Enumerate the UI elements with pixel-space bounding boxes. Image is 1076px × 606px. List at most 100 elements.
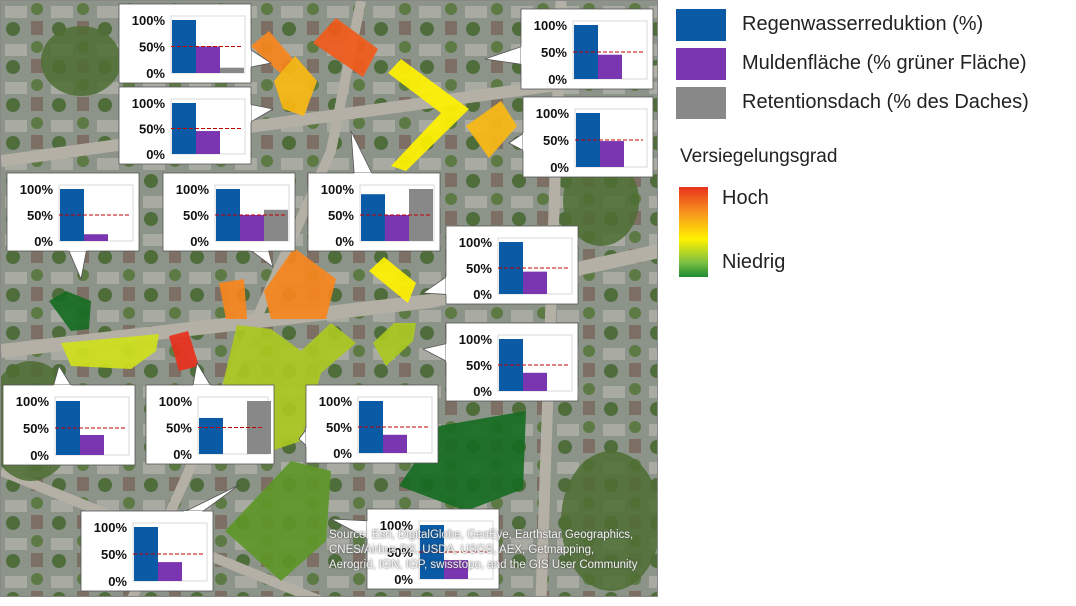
axis-tick-label: 50% bbox=[23, 421, 49, 436]
bar-muldenflaeche bbox=[80, 435, 104, 455]
axis-tick-label: 50% bbox=[543, 133, 569, 148]
axis-tick-label: 100% bbox=[94, 520, 128, 535]
legend-swatch-blue bbox=[676, 9, 726, 41]
axis-tick-label: 100% bbox=[20, 182, 54, 197]
axis-tick-label: 100% bbox=[16, 394, 50, 409]
chart-callout-4: 100% 50% 0% bbox=[508, 96, 654, 178]
bar-muldenflaeche bbox=[240, 215, 264, 241]
bar-muldenflaeche bbox=[523, 271, 547, 294]
sealing-area-a2[interactable] bbox=[313, 18, 378, 77]
chart-callout-7: 100% 50% 0% bbox=[307, 130, 441, 252]
axis-tick-label: 100% bbox=[176, 182, 210, 197]
axis-tick-label: 50% bbox=[541, 45, 567, 60]
chart-callout-1: 100% 50% 0% bbox=[118, 3, 273, 84]
axis-tick-label: 0% bbox=[30, 448, 49, 463]
chart-callout-13: 100% 50% 0% bbox=[80, 484, 240, 592]
axis-tick-label: 0% bbox=[548, 72, 567, 87]
sealing-area-a8[interactable] bbox=[169, 331, 199, 371]
bar-muldenflaeche bbox=[385, 215, 409, 241]
bar-retentionsdach bbox=[220, 67, 244, 73]
legend-label: Regenwasserreduktion (%) bbox=[742, 13, 984, 35]
axis-tick-label: 100% bbox=[319, 394, 353, 409]
axis-tick-label: 50% bbox=[139, 40, 165, 55]
axis-tick-label: 100% bbox=[159, 394, 193, 409]
chart-callout-12: 100% 50% 0% bbox=[298, 384, 439, 464]
axis-tick-label: 100% bbox=[459, 332, 493, 347]
bar-muldenflaeche bbox=[158, 562, 182, 581]
gradient-high-label: Hoch bbox=[722, 187, 769, 209]
bar-retentionsdach bbox=[264, 209, 288, 241]
axis-tick-label: 50% bbox=[466, 358, 492, 373]
sealing-area-a9[interactable] bbox=[219, 279, 247, 319]
sealing-area-a6[interactable] bbox=[49, 291, 91, 331]
legend-swatch-purple bbox=[676, 48, 726, 80]
axis-tick-label: 100% bbox=[321, 182, 355, 197]
sealing-area-a1[interactable] bbox=[251, 31, 293, 74]
sealing-area-a10[interactable] bbox=[264, 248, 336, 319]
sealing-area-a3[interactable] bbox=[274, 56, 317, 116]
chart-callout-14: 100% 50% 0% bbox=[330, 508, 500, 590]
chart-callout-9: 100% 50% 0% bbox=[421, 322, 579, 402]
axis-tick-label: 50% bbox=[139, 122, 165, 137]
axis-tick-label: 0% bbox=[550, 160, 569, 175]
axis-tick-label: 0% bbox=[473, 287, 492, 302]
bar-muldenflaeche bbox=[523, 372, 547, 391]
axis-tick-label: 0% bbox=[190, 234, 209, 249]
bar-muldenflaeche bbox=[598, 54, 622, 79]
sealing-area-a12[interactable] bbox=[373, 323, 416, 366]
axis-tick-label: 100% bbox=[132, 13, 166, 28]
chart-callout-2: 100% 50% 0% bbox=[118, 86, 275, 165]
sealing-area-a15[interactable] bbox=[399, 411, 526, 511]
sealing-gradient-bar bbox=[679, 187, 708, 277]
chart-callout-11: 100% 50% 0% bbox=[145, 361, 275, 465]
chart-callout-8: 100% 50% 0% bbox=[421, 225, 579, 305]
axis-tick-label: 0% bbox=[34, 234, 53, 249]
bar-muldenflaeche bbox=[84, 234, 108, 241]
axis-tick-label: 0% bbox=[473, 384, 492, 399]
axis-tick-label: 100% bbox=[534, 18, 568, 33]
axis-tick-label: 0% bbox=[146, 147, 165, 162]
axis-tick-label: 0% bbox=[146, 66, 165, 81]
sealing-area-a11[interactable] bbox=[369, 257, 416, 303]
bar-muldenflaeche bbox=[383, 434, 407, 453]
axis-tick-label: 0% bbox=[333, 446, 352, 461]
gradient-legend-title: Versiegelungsgrad bbox=[680, 146, 838, 167]
chart-callout-10: 100% 50% 0% bbox=[2, 365, 136, 466]
bar-regenwasserreduktion bbox=[199, 417, 223, 454]
bar-regenwasserreduktion bbox=[361, 194, 385, 241]
axis-tick-label: 100% bbox=[459, 235, 493, 250]
axis-tick-label: 50% bbox=[466, 261, 492, 276]
axis-tick-label: 50% bbox=[166, 421, 192, 436]
bar-muldenflaeche bbox=[600, 141, 624, 167]
legend-swatch-gray bbox=[676, 87, 726, 119]
axis-tick-label: 100% bbox=[536, 106, 570, 121]
axis-tick-label: 50% bbox=[387, 545, 413, 560]
gradient-low-label: Niedrig bbox=[722, 251, 786, 273]
bar-muldenflaeche bbox=[196, 46, 220, 73]
sealing-area-a7[interactable] bbox=[61, 334, 159, 369]
chart-callout-6: 100% 50% 0% bbox=[162, 172, 296, 269]
axis-tick-label: 50% bbox=[183, 208, 209, 223]
axis-tick-label: 50% bbox=[328, 208, 354, 223]
axis-tick-label: 50% bbox=[326, 420, 352, 435]
legend-label: Muldenfläche (% grüner Fläche) bbox=[742, 52, 1027, 74]
axis-tick-label: 0% bbox=[335, 234, 354, 249]
axis-tick-label: 0% bbox=[394, 572, 413, 587]
bar-muldenflaeche bbox=[444, 560, 468, 579]
sealing-area-a14[interactable] bbox=[225, 461, 331, 581]
sealing-area-a4[interactable] bbox=[388, 59, 469, 171]
axis-tick-label: 100% bbox=[380, 518, 414, 533]
chart-callout-3: 100% 50% 0% bbox=[484, 8, 654, 90]
chart-callout-5: 100% 50% 0% bbox=[6, 172, 140, 281]
sealing-area-a5[interactable] bbox=[466, 101, 517, 158]
legend-label: Retentionsdach (% des Daches) bbox=[742, 91, 1029, 113]
map-view[interactable]: 100% 50% 0% 100% 50% 0% 100% 50% 0% 100% 50% 0% 100%… bbox=[0, 0, 658, 597]
axis-tick-label: 0% bbox=[108, 574, 127, 589]
axis-tick-label: 50% bbox=[27, 208, 53, 223]
axis-tick-label: 50% bbox=[101, 547, 127, 562]
chart-callouts: 100%50%0%100%50%0%100%50%0%100%50%0%100%… bbox=[2, 3, 654, 592]
map-canvas: 100%50%0%100%50%0%100%50%0%100%50%0%100%… bbox=[1, 1, 657, 596]
map-attribution: Source: Esri, DigitalGlobe, GeoEye, Eart… bbox=[329, 529, 638, 571]
bar-muldenflaeche bbox=[196, 131, 220, 154]
axis-tick-label: 100% bbox=[132, 96, 166, 111]
